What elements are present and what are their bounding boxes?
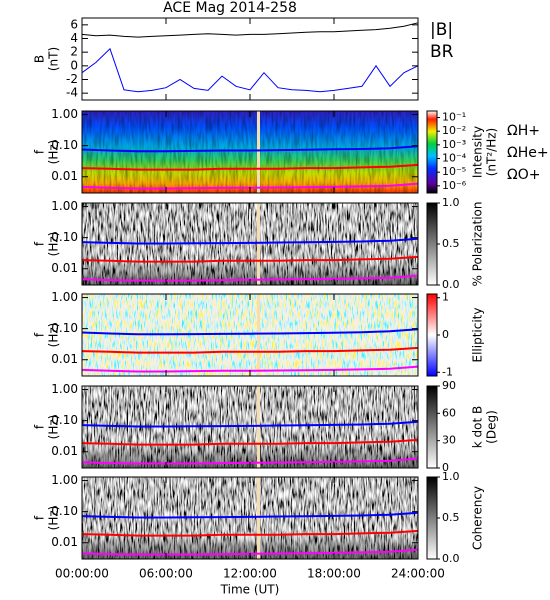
y-tick-label: 0.10: [51, 321, 78, 335]
colorbar-tick-label: 0.5: [442, 511, 460, 524]
y-axis-label: f: [33, 241, 47, 246]
y-tick-label: 0: [70, 58, 78, 72]
series-line: [81, 328, 419, 336]
data-gap: [257, 203, 260, 285]
colorbar: [426, 476, 438, 560]
y-tick-label: 0.10: [51, 504, 78, 518]
y-tick-label: -2: [66, 72, 78, 86]
series-line: [81, 346, 419, 354]
y-axis-label: (Hz): [47, 415, 61, 440]
y-axis-label: f: [33, 515, 47, 520]
colorbar: [426, 293, 438, 377]
y-axis-label: (Hz): [47, 140, 61, 165]
series-line: [81, 237, 419, 245]
series-line: [81, 420, 419, 428]
colorbar-tick-label: 1.0: [442, 196, 460, 209]
legend-entry: ΩO+: [507, 167, 540, 183]
y-tick-label: 1.00: [51, 473, 78, 487]
colorbar-tick-label: 10⁻²: [442, 124, 466, 137]
y-tick-label: 0.01: [51, 261, 78, 275]
y-axis-label: f: [33, 424, 47, 429]
data-gap: [257, 477, 260, 559]
colorbar-tick-label: 30: [442, 434, 456, 447]
y-tick-label: 0.01: [51, 352, 78, 366]
colorbar-label: k dot B: [471, 406, 485, 448]
x-axis-label: Time (UT): [220, 583, 280, 597]
colorbar: [426, 110, 438, 194]
y-tick-label: 0.10: [51, 138, 78, 152]
series-line: [81, 163, 419, 171]
legend-entry: ΩH+: [507, 123, 540, 139]
colorbar-label: Ellipticity: [471, 308, 485, 363]
colorbar-tick-label: 10⁻¹: [442, 111, 466, 124]
y-tick-label: 1.00: [51, 290, 78, 304]
colorbar-tick-label: 60: [442, 406, 456, 419]
y-tick-label: 0.01: [51, 444, 78, 458]
series-line: [81, 529, 419, 537]
colorbar-tick-label: 0.5: [442, 237, 460, 250]
y-axis-label: (Hz): [47, 506, 61, 531]
colorbar-label: (Deg): [485, 410, 499, 444]
colorbar-label: Intensity: [471, 126, 485, 178]
y-axis-label: f: [33, 332, 47, 337]
y-axis-label: (Hz): [47, 232, 61, 257]
colorbar-tick-label: 1: [442, 291, 449, 304]
colorbar-tick-label: 10⁻⁴: [442, 152, 467, 165]
data-gap: [257, 294, 260, 376]
colorbar-tick-label: 10⁻³: [442, 138, 466, 151]
legend-entry: |B|: [430, 20, 453, 40]
x-tick-label: 24:00:00: [391, 567, 445, 581]
colorbar-label: Coherency: [471, 486, 485, 550]
y-tick-label: 1.00: [51, 107, 78, 121]
colorbar: [426, 385, 438, 469]
y-axis-label: f: [33, 149, 47, 154]
y-tick-label: 1.00: [51, 199, 78, 213]
y-tick-label: -4: [66, 86, 78, 100]
data-gap: [257, 111, 260, 193]
y-tick-label: 0.10: [51, 413, 78, 427]
data-gap: [257, 386, 260, 468]
series-line: [81, 22, 419, 38]
series-line: [81, 145, 419, 153]
y-axis-label: (nT): [47, 47, 61, 71]
y-tick-label: 6: [70, 17, 78, 31]
x-tick-label: 06:00:00: [139, 567, 193, 581]
colorbar-tick-label: -1: [442, 365, 453, 378]
colorbar-tick-label: 90: [442, 379, 456, 392]
x-tick-label: 00:00:00: [55, 567, 109, 581]
colorbar-tick-label: 10⁻⁵: [442, 165, 466, 178]
y-tick-label: 0.01: [51, 535, 78, 549]
y-axis-label: (Hz): [47, 323, 61, 348]
colorbar-tick-label: 0: [442, 461, 449, 474]
series-line: [81, 47, 419, 93]
x-tick-label: 12:00:00: [223, 567, 277, 581]
colorbar-tick-label: 0.0: [442, 552, 460, 565]
series-line: [81, 511, 419, 519]
x-tick-label: 18:00:00: [307, 567, 361, 581]
colorbar-tick-label: 0.0: [442, 278, 460, 291]
colorbar-tick-label: 1.0: [442, 470, 460, 483]
y-tick-label: 0.01: [51, 169, 78, 183]
y-tick-label: 2: [70, 45, 78, 59]
colorbar-label: (nT²/Hz): [485, 128, 499, 176]
legend-entry: BR: [430, 42, 454, 62]
y-tick-label: 4: [70, 31, 78, 45]
chart-title: ACE Mag 2014-258: [163, 0, 297, 16]
colorbar: [426, 202, 438, 286]
legend-entry: ΩHe+: [507, 145, 549, 161]
colorbar-tick-label: 0: [442, 328, 449, 341]
y-axis-label: B: [33, 55, 47, 63]
colorbar-label: % Polarization: [471, 202, 485, 287]
series-line: [81, 255, 419, 263]
y-tick-label: 1.00: [51, 382, 78, 396]
series-line: [81, 438, 419, 446]
colorbar-tick-label: 10⁻⁶: [442, 179, 467, 192]
y-tick-label: 0.10: [51, 230, 78, 244]
